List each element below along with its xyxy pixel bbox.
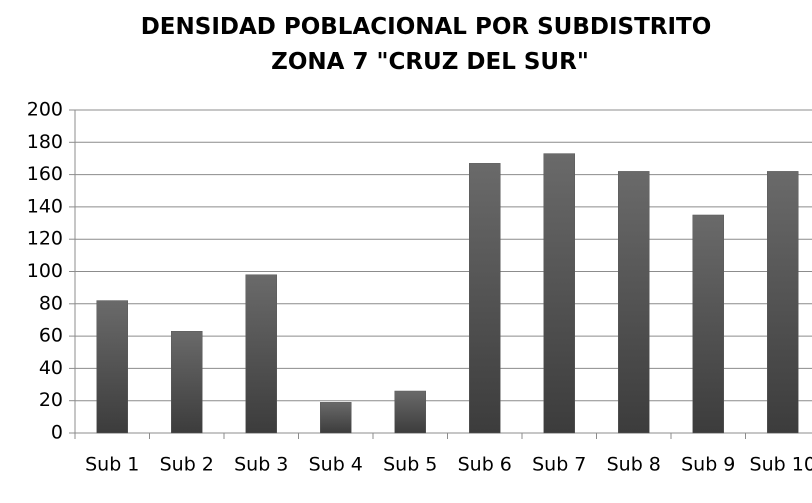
x-tick-label: Sub 8: [607, 454, 661, 476]
y-tick-label: 200: [27, 99, 63, 121]
bar: [320, 402, 352, 434]
y-tick-label: 60: [39, 325, 63, 347]
y-tick-label: 0: [51, 422, 63, 444]
bar: [96, 300, 128, 434]
y-tick-label: 160: [27, 163, 63, 185]
y-tick-label: 40: [39, 357, 63, 379]
x-tick-label: Sub 4: [309, 454, 363, 476]
x-tick-label: Sub 7: [532, 454, 586, 476]
x-tick-label: Sub 1: [85, 454, 139, 476]
bar: [692, 214, 724, 434]
x-tick-label: Sub 9: [681, 454, 735, 476]
bar: [171, 331, 203, 434]
x-tick-label: Sub 3: [234, 454, 288, 476]
x-tick-label: Sub 5: [383, 454, 437, 476]
y-tick-label: 100: [27, 260, 63, 282]
y-tick-label: 180: [27, 131, 63, 153]
bar: [469, 163, 501, 434]
x-tick-label: Sub 10: [750, 454, 812, 476]
y-tick-label: 140: [27, 195, 63, 217]
y-tick-label: 120: [27, 228, 63, 250]
chart-title: DENSIDAD POBLACIONAL POR SUBDISTRITO ZON…: [141, 14, 720, 75]
bar: [245, 274, 277, 434]
y-tick-label: 20: [39, 389, 63, 411]
y-tick-label: 80: [39, 292, 63, 314]
bar: [394, 390, 426, 434]
bar: [618, 171, 650, 434]
bar: [767, 171, 799, 434]
x-tick-label: Sub 6: [458, 454, 512, 476]
x-tick-label: Sub 2: [160, 454, 214, 476]
bar: [543, 153, 575, 434]
